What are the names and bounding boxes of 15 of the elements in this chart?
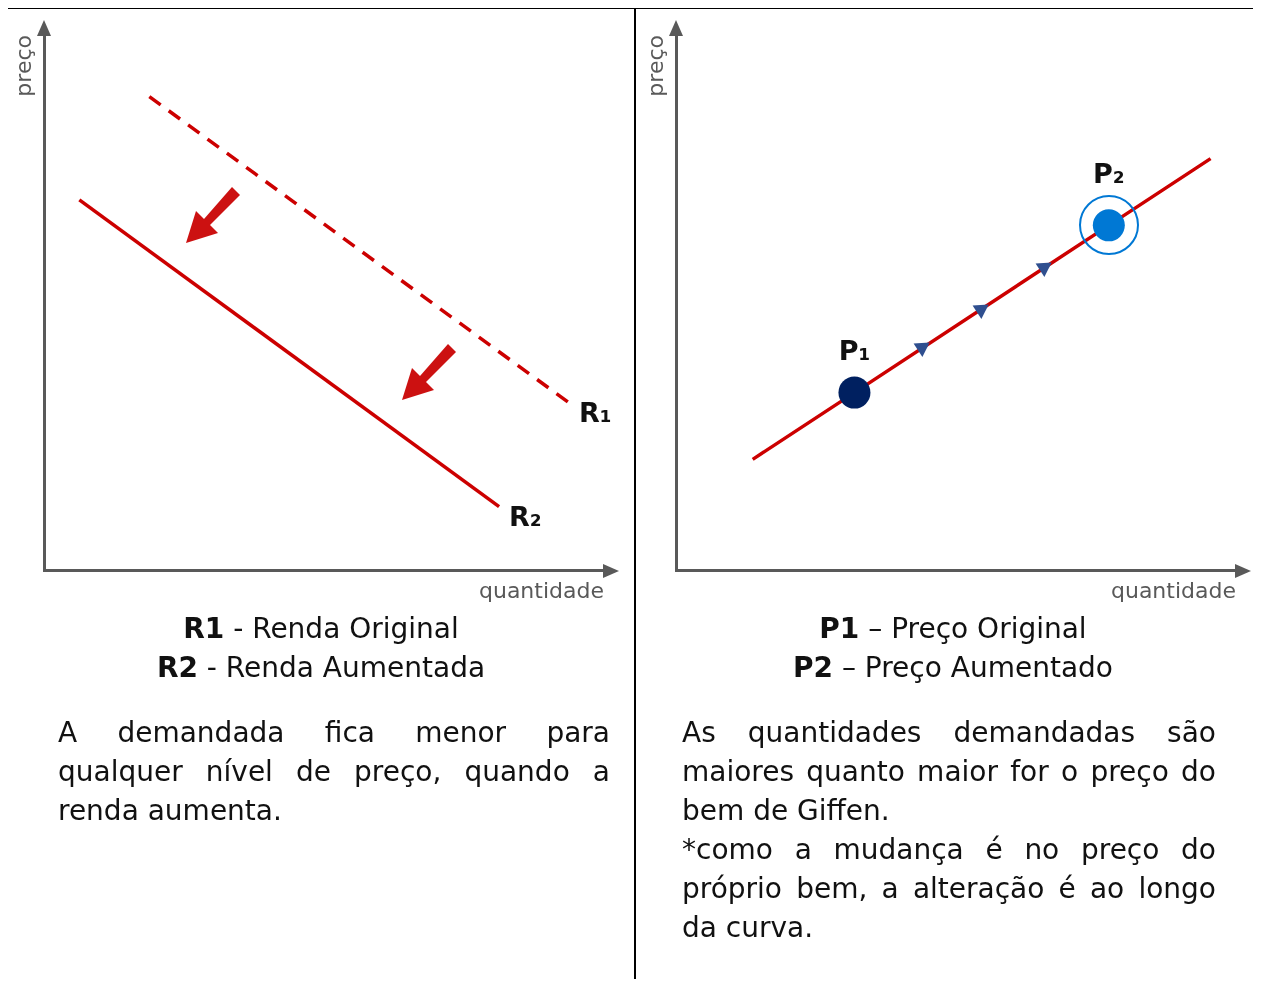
text: A demandada fica menor para qualquer nível de preço, quando a renda aumenta. bbox=[58, 715, 610, 829]
text: *como a mudança é no preço do próprio bem, a alteração é ao longo da curva. bbox=[682, 832, 1216, 946]
y-axis-title: preço bbox=[642, 35, 668, 97]
x-axis-title: quantidade bbox=[478, 577, 604, 603]
x-axis-title: quantidade bbox=[1110, 577, 1236, 603]
annotation: P₁ bbox=[838, 335, 871, 367]
y-axis-title: preço bbox=[10, 35, 36, 97]
text: As quantidades demandadas são maiores quanto maior for o preço do bem de Giffen. bbox=[682, 715, 1216, 829]
series-label: R₁ bbox=[579, 396, 612, 428]
text: P1 – Preço Original bbox=[818, 611, 1088, 647]
text: R1 - Renda Original bbox=[182, 611, 460, 647]
text: P2 – Preço Aumentado bbox=[792, 650, 1114, 686]
series-label: R₂ bbox=[509, 500, 542, 532]
text: R2 - Renda Aumentada bbox=[155, 650, 487, 686]
annotation: P₂ bbox=[1093, 157, 1125, 189]
